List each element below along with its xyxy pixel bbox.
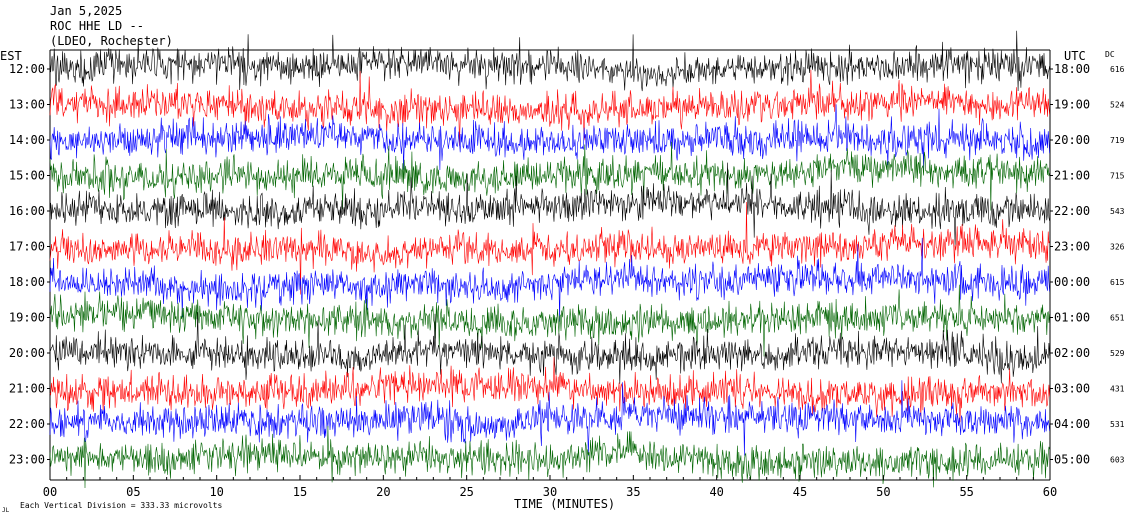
location-label: (LDEO, Rochester) [50,34,173,48]
corner-mark: JL [2,507,10,514]
trace-1900 [49,284,1050,357]
x-tick-label: 30 [543,485,557,499]
dc-value: 529 [1110,349,1125,358]
station-label: ROC HHE LD -- [50,19,144,33]
x-tick-label: 00 [43,485,57,499]
utc-tick-label: 20:00 [1054,133,1090,147]
est-tick-label: 12:00 [9,62,45,76]
est-tick-label: 22:00 [9,417,45,431]
trace-2000 [49,312,1050,384]
dc-value: 603 [1110,456,1125,465]
trace-2100 [49,357,1050,423]
utc-tick-label: 18:00 [1054,62,1090,76]
est-tick-label: 20:00 [9,346,45,360]
dc-axis-label: DC [1105,50,1115,59]
x-tick-label: 20 [376,485,390,499]
traces-layer [49,30,1050,489]
trace-2200 [49,380,1050,456]
x-tick-label: 15 [293,485,307,499]
utc-tick-label: 19:00 [1054,98,1090,112]
est-tick-label: 13:00 [9,98,45,112]
plot-frame [49,49,1051,481]
trace-1600 [49,162,1050,248]
x-tick-label: 55 [959,485,973,499]
dc-value: 616 [1110,65,1125,74]
scale-note: Each Vertical Division = 333.33 microvol… [20,501,222,510]
x-tick-label: 35 [626,485,640,499]
x-tick-label: 60 [1043,485,1057,499]
est-tick-label: 21:00 [9,382,45,396]
est-tick-label: 14:00 [9,133,45,147]
trace-1500 [49,141,1050,211]
est-tick-label: 17:00 [9,240,45,254]
trace-1300 [49,69,1050,146]
dc-value: 524 [1110,101,1125,110]
row-labels-layer: 12:00 18:00 616 13:00 19:00 524 14:00 20:00 719 1… [9,62,1125,467]
trace-1400 [49,104,1050,171]
utc-tick-label: 01:00 [1054,311,1090,325]
x-tick-label: 25 [459,485,473,499]
dc-value: 615 [1110,278,1125,287]
utc-tick-label: 03:00 [1054,382,1090,396]
utc-tick-label: 23:00 [1054,240,1090,254]
est-axis-label: EST [0,49,22,63]
dc-value: 715 [1110,172,1125,181]
dc-value: 719 [1110,136,1125,145]
utc-tick-label: 05:00 [1054,453,1090,467]
utc-tick-label: 21:00 [1054,169,1090,183]
x-axis-title: TIME (MINUTES) [514,497,615,511]
x-tick-label: 05 [126,485,140,499]
utc-tick-label: 02:00 [1054,346,1090,360]
dc-value: 651 [1110,314,1125,323]
est-tick-label: 19:00 [9,311,45,325]
dc-value: 531 [1110,420,1125,429]
dc-value: 431 [1110,385,1125,394]
utc-tick-label: 00:00 [1054,275,1090,289]
trace-1800 [49,237,1050,322]
est-tick-label: 15:00 [9,169,45,183]
est-tick-label: 16:00 [9,204,45,218]
trace-2300 [49,425,1050,489]
utc-tick-label: 22:00 [1054,204,1090,218]
x-tick-label: 40 [709,485,723,499]
trace-1700 [49,201,1050,295]
est-tick-label: 18:00 [9,275,45,289]
x-tick-label: 45 [793,485,807,499]
utc-tick-label: 04:00 [1054,417,1090,431]
date-label: Jan 5,2025 [50,4,122,18]
x-ticks-layer: 00 05 10 15 20 25 30 35 40 45 50 55 60 [43,475,1057,499]
utc-axis-label: UTC [1064,49,1086,63]
dc-value: 543 [1110,207,1125,216]
est-tick-label: 23:00 [9,453,45,467]
x-tick-label: 50 [876,485,890,499]
x-tick-label: 10 [209,485,223,499]
trace-1200 [49,30,1050,92]
dc-value: 326 [1110,243,1125,252]
